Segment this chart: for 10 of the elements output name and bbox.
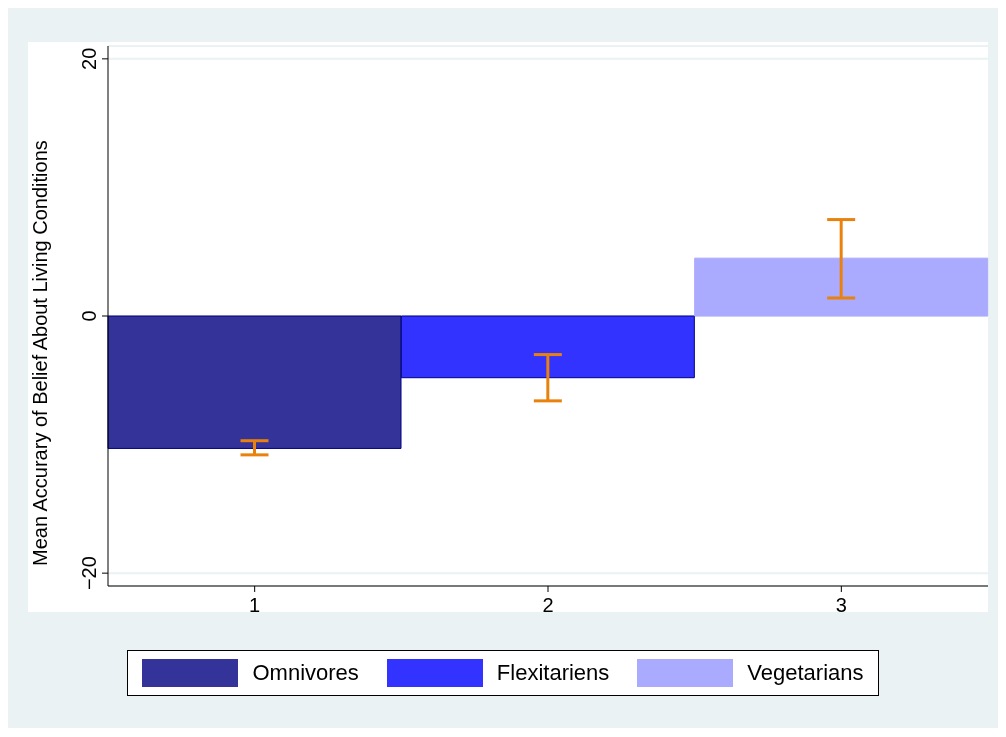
y-tick-label: 20 xyxy=(78,47,100,70)
legend-label: Omnivores xyxy=(252,660,359,686)
x-tick-label: 3 xyxy=(835,594,847,617)
legend-label: Flexitariens xyxy=(496,660,610,686)
y-axis-title: Mean Accurary of Belief About Living Conditions xyxy=(29,140,52,566)
y-tick-label: −20 xyxy=(78,556,100,591)
x-tick-label: 1 xyxy=(249,594,261,617)
legend-label: Vegetarians xyxy=(747,660,864,686)
x-tick-label: 2 xyxy=(542,594,554,617)
y-tick-label: 0 xyxy=(78,310,100,322)
